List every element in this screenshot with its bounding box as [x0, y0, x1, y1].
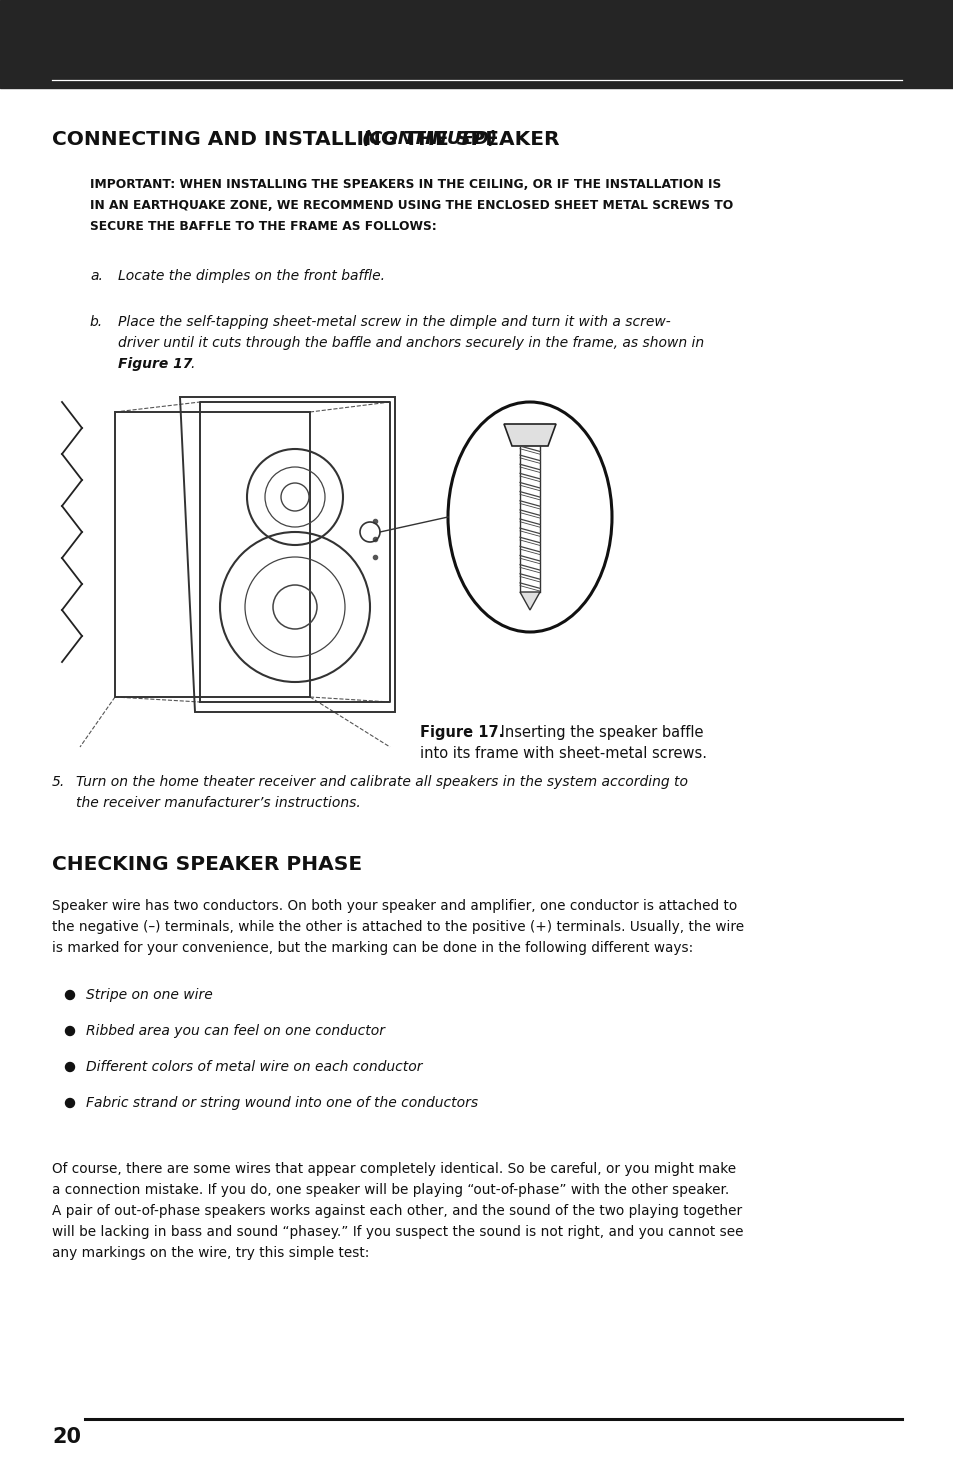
Text: 20: 20 [52, 1426, 81, 1447]
Text: the receiver manufacturer’s instructions.: the receiver manufacturer’s instructions… [76, 796, 360, 810]
Polygon shape [519, 591, 539, 611]
Text: will be lacking in bass and sound “phasey.” If you suspect the sound is not righ: will be lacking in bass and sound “phase… [52, 1226, 742, 1239]
Text: into its frame with sheet-metal screws.: into its frame with sheet-metal screws. [419, 746, 706, 761]
Text: Figure 17.: Figure 17. [419, 726, 504, 740]
Text: Fabric strand or string wound into one of the conductors: Fabric strand or string wound into one o… [86, 1096, 477, 1111]
Text: b.: b. [90, 316, 103, 329]
Polygon shape [503, 423, 556, 445]
Text: IMPORTANT: WHEN INSTALLING THE SPEAKERS IN THE CEILING, OR IF THE INSTALLATION I: IMPORTANT: WHEN INSTALLING THE SPEAKERS … [90, 178, 720, 190]
Text: .: . [190, 357, 194, 372]
Text: any markings on the wire, try this simple test:: any markings on the wire, try this simpl… [52, 1246, 369, 1260]
Text: the negative (–) terminals, while the other is attached to the positive (+) term: the negative (–) terminals, while the ot… [52, 920, 743, 934]
Circle shape [66, 1027, 74, 1035]
Text: 5.: 5. [52, 774, 65, 789]
Text: Different colors of metal wire on each conductor: Different colors of metal wire on each c… [86, 1061, 422, 1074]
Text: Of course, there are some wires that appear completely identical. So be careful,: Of course, there are some wires that app… [52, 1162, 736, 1176]
Text: (CONTINUED): (CONTINUED) [361, 130, 497, 148]
Circle shape [66, 1062, 74, 1071]
Text: a.: a. [90, 268, 103, 283]
Text: Stripe on one wire: Stripe on one wire [86, 988, 213, 1002]
Text: Locate the dimples on the front baffle.: Locate the dimples on the front baffle. [118, 268, 385, 283]
Text: Figure 17: Figure 17 [118, 357, 193, 372]
Text: Inserting the speaker baffle: Inserting the speaker baffle [496, 726, 702, 740]
Text: is marked for your convenience, but the marking can be done in the following dif: is marked for your convenience, but the … [52, 941, 693, 954]
Text: A pair of out-of-phase speakers works against each other, and the sound of the t: A pair of out-of-phase speakers works ag… [52, 1204, 741, 1218]
Text: CHECKING SPEAKER PHASE: CHECKING SPEAKER PHASE [52, 855, 362, 875]
Text: a connection mistake. If you do, one speaker will be playing “out-of-phase” with: a connection mistake. If you do, one spe… [52, 1183, 728, 1198]
Circle shape [66, 1099, 74, 1108]
Text: Ribbed area you can feel on one conductor: Ribbed area you can feel on one conducto… [86, 1024, 385, 1038]
Text: CONNECTING AND INSTALLING THE SPEAKER: CONNECTING AND INSTALLING THE SPEAKER [52, 130, 566, 149]
Text: IN AN EARTHQUAKE ZONE, WE RECOMMEND USING THE ENCLOSED SHEET METAL SCREWS TO: IN AN EARTHQUAKE ZONE, WE RECOMMEND USIN… [90, 199, 733, 212]
Text: SECURE THE BAFFLE TO THE FRAME AS FOLLOWS:: SECURE THE BAFFLE TO THE FRAME AS FOLLOW… [90, 220, 436, 233]
Ellipse shape [448, 403, 612, 631]
Text: Place the self-tapping sheet-metal screw in the dimple and turn it with a screw-: Place the self-tapping sheet-metal screw… [118, 316, 670, 329]
Text: driver until it cuts through the baffle and anchors securely in the frame, as sh: driver until it cuts through the baffle … [118, 336, 703, 350]
Text: Turn on the home theater receiver and calibrate all speakers in the system accor: Turn on the home theater receiver and ca… [76, 774, 687, 789]
Text: Speaker wire has two conductors. On both your speaker and amplifier, one conduct: Speaker wire has two conductors. On both… [52, 898, 737, 913]
Bar [0, 0, 953, 88]
Circle shape [66, 991, 74, 1000]
